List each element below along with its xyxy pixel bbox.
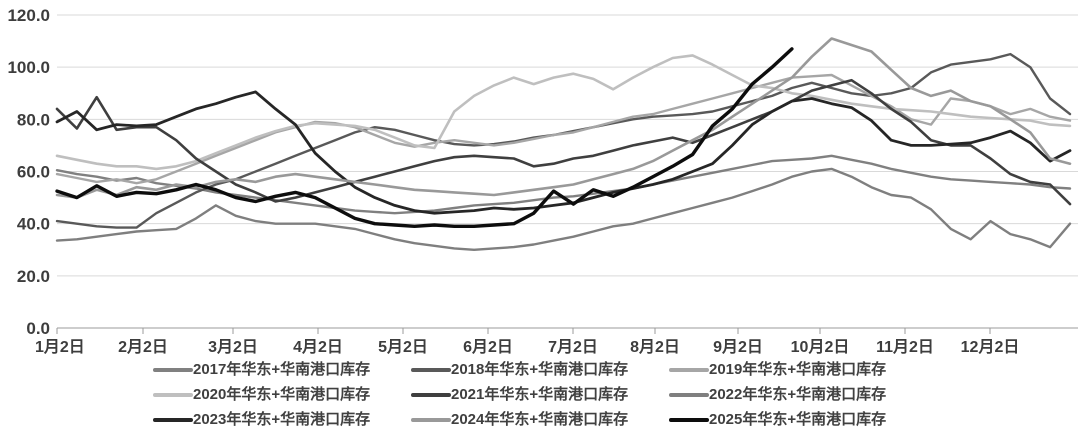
y-axis-tick-label: 100.0 — [7, 58, 50, 77]
x-axis-tick-label: 7月2日 — [548, 338, 598, 356]
x-axis-tick-label: 8月2日 — [630, 338, 680, 356]
legend-line-swatch — [669, 418, 709, 422]
legend-line-swatch — [411, 393, 451, 397]
legend-label: 2024年华东+华南港口库存 — [451, 411, 629, 428]
series-line-2023年 — [55, 90, 1072, 215]
legend-label: 2025年华东+华南港口库存 — [709, 411, 887, 428]
legend-row: 2023年华东+华南港口库存 2024年华东+华南港口库存 2025年华东+华南… — [153, 408, 927, 432]
x-axis-tick-label: 12月2日 — [961, 338, 1020, 356]
legend-item-2017: 2017年华东+华南港口库存 — [153, 358, 411, 382]
legend-item-2019: 2019年华东+华南港口库存 — [669, 358, 927, 382]
x-axis-tick-label: 10月2日 — [791, 338, 850, 356]
x-axis-tick-label: 9月2日 — [713, 338, 763, 356]
legend-item-2020: 2020年华东+华南港口库存 — [153, 383, 411, 407]
x-axis-tick-label: 4月2日 — [293, 338, 343, 356]
y-axis-tick-label: 20.0 — [17, 267, 50, 286]
legend-line-swatch — [411, 368, 451, 372]
legend-label: 2022年华东+华南港口库存 — [709, 386, 887, 403]
legend-label: 2017年华东+华南港口库存 — [193, 361, 371, 378]
legend-line-swatch — [153, 393, 193, 397]
legend-label: 2020年华东+华南港口库存 — [193, 386, 371, 403]
y-axis-tick-label: 40.0 — [17, 215, 50, 234]
legend-line-swatch — [153, 368, 193, 372]
x-axis-tick-label: 6月2日 — [463, 338, 513, 356]
series-line-2021年 — [55, 78, 1072, 206]
legend-item-2021: 2021年华东+华南港口库存 — [411, 383, 669, 407]
y-axis-tick-label: 0.0 — [26, 319, 50, 338]
legend-label: 2018年华东+华南港口库存 — [451, 361, 629, 378]
legend-item-2024: 2024年华东+华南港口库存 — [411, 408, 669, 432]
y-axis-tick-label: 120.0 — [7, 6, 50, 25]
legend-line-swatch — [153, 418, 193, 422]
legend-line-swatch — [669, 393, 709, 397]
chart-legend: 2017年华东+华南港口库存 2018年华东+华南港口库存 2019年华东+华南… — [0, 358, 1080, 432]
legend-item-2022: 2022年华东+华南港口库存 — [669, 383, 927, 407]
chart-canvas: 0.0 20.0 40.0 60.0 80.0 100.0 120.0 1月2日 2月2日 3月2… — [7, 6, 1078, 356]
legend-label: 2021年华东+华南港口库存 — [451, 386, 629, 403]
series-line-2022年 — [55, 167, 1072, 252]
series-line-2024年 — [55, 37, 1072, 199]
y-axis-tick-label: 60.0 — [17, 163, 50, 182]
legend-row: 2017年华东+华南港口库存 2018年华东+华南港口库存 2019年华东+华南… — [153, 358, 927, 382]
series-line-2025年 — [55, 47, 794, 229]
x-axis-tick-label: 5月2日 — [378, 338, 428, 356]
x-axis-tick-label: 3月2日 — [208, 338, 258, 356]
x-axis-tick-label: 2月2日 — [118, 338, 168, 356]
legend-line-swatch — [669, 368, 709, 372]
series-line-2020年 — [55, 54, 1072, 171]
x-axis-tick-label: 1月2日 — [35, 338, 85, 356]
legend-label: 2023年华东+华南港口库存 — [193, 411, 371, 428]
legend-item-2025: 2025年华东+华南港口库存 — [669, 408, 927, 432]
legend-label: 2019年华东+华南港口库存 — [709, 361, 887, 378]
series-line-2019年 — [55, 73, 1072, 185]
x-axis-tick-label: 11月2日 — [876, 338, 934, 356]
legend-item-2018: 2018年华东+华南港口库存 — [411, 358, 669, 382]
legend-row: 2020年华东+华南港口库存 2021年华东+华南港口库存 2022年华东+华南… — [153, 383, 927, 407]
legend-item-2023: 2023年华东+华南港口库存 — [153, 408, 411, 432]
y-axis-tick-label: 80.0 — [17, 110, 50, 129]
legend-line-swatch — [411, 418, 451, 422]
